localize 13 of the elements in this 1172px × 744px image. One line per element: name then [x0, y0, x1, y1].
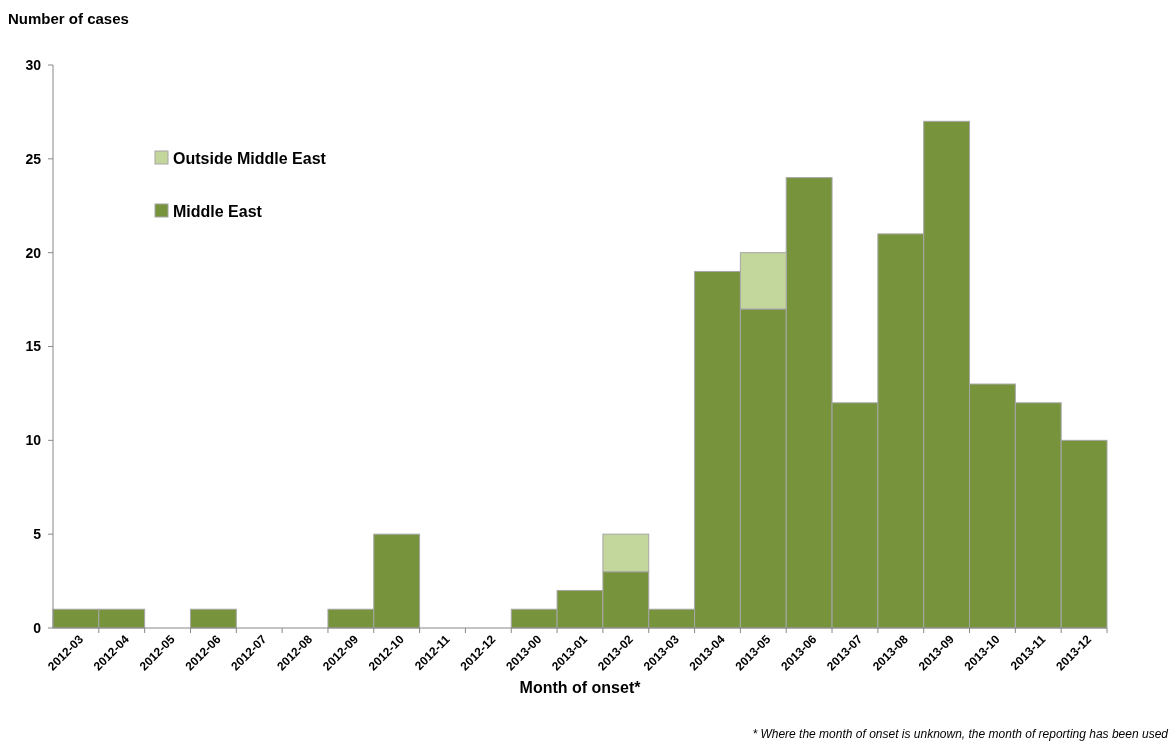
y-tick-label: 0 [33, 619, 42, 636]
bar [189, 608, 237, 629]
y-tick-label: 30 [25, 56, 42, 73]
y-tick-label: 25 [25, 150, 42, 167]
y-tick-label: 5 [33, 526, 42, 543]
y-tick-label: 15 [25, 338, 42, 355]
y-tick-label: 10 [25, 432, 42, 449]
text: * Where the month of onset is unknown, the month of reporting has been used [752, 727, 1169, 741]
x-axis-title: Month of onset* [519, 679, 642, 696]
y-axis-title: Number of cases [8, 10, 129, 27]
y-tick-label: 20 [25, 244, 42, 261]
legend-label: Middle East [173, 202, 263, 220]
legend-label: Outside Middle East [173, 149, 327, 167]
